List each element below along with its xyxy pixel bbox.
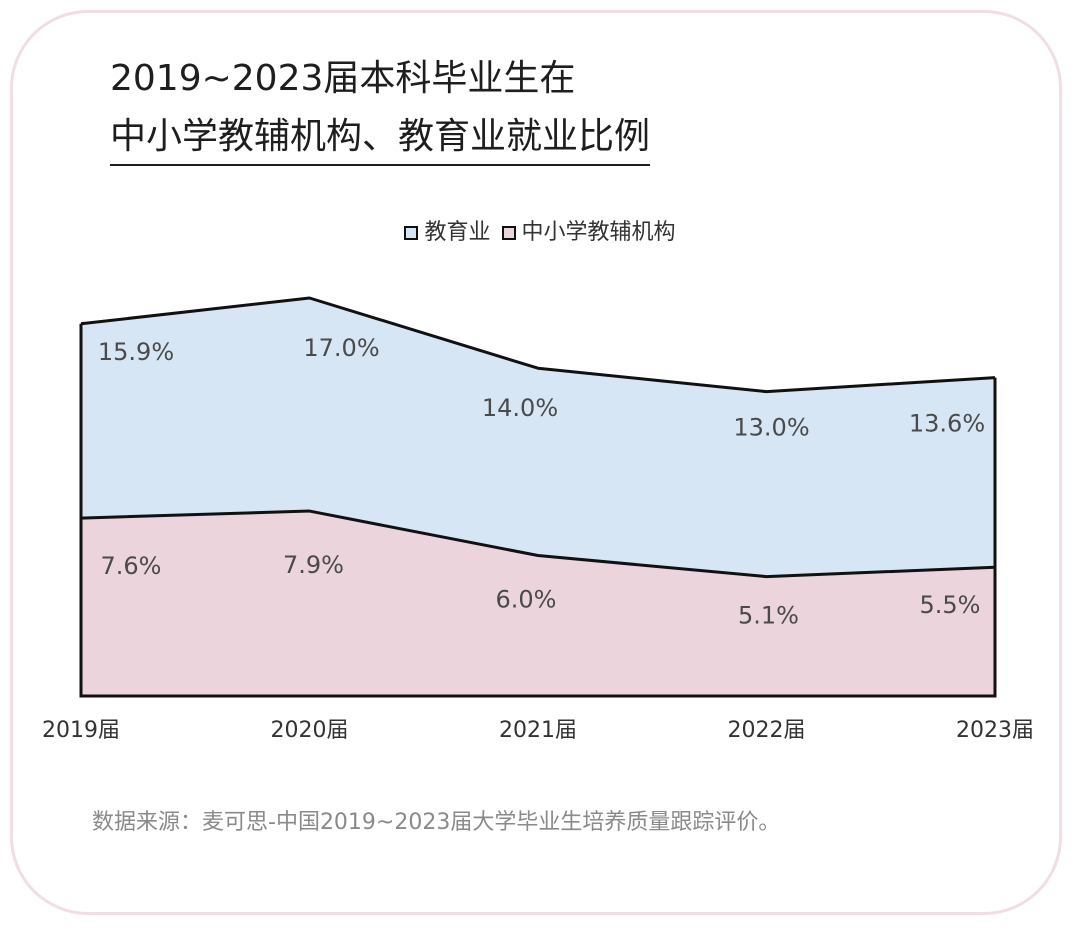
data-label-education-3: 13.0% [733, 414, 809, 442]
data-label-tutoring-4: 5.5% [920, 591, 981, 619]
chart-legend: 教育业 中小学教辅机构 [0, 214, 1080, 246]
data-label-education-2: 14.0% [482, 394, 558, 422]
data-label-tutoring-3: 5.1% [738, 602, 799, 630]
chart-title-line1: 2019~2023届本科毕业生在 [110, 58, 576, 99]
source-note: 数据来源：麦可思-中国2019~2023届大学毕业生培养质量跟踪评价。 [92, 810, 781, 835]
x-tick-label-3: 2022届 [728, 718, 806, 743]
data-label-education-0: 15.9% [98, 338, 174, 366]
line-education [80, 296, 996, 394]
legend-item-tutoring: 中小学教辅机构 [501, 214, 676, 246]
area-tutoring [81, 511, 995, 696]
x-tick-label-4: 2023届 [956, 718, 1034, 743]
chart-title-line2: 中小学教辅机构、教育业就业比例 [110, 112, 651, 166]
data-label-tutoring-2: 6.0% [496, 586, 557, 614]
data-label-education-4: 13.6% [909, 410, 985, 438]
chart-title: 2019~2023届本科毕业生在 中小学教辅机构、教育业就业比例 [110, 50, 651, 166]
data-label-tutoring-0: 7.6% [101, 552, 162, 580]
legend-swatch-education [404, 226, 419, 240]
line-tutoring [80, 509, 996, 579]
legend-label-tutoring: 中小学教辅机构 [521, 220, 676, 245]
x-tick-label-1: 2020届 [271, 718, 349, 743]
legend-swatch-tutoring [501, 226, 516, 240]
legend-item-education: 教育业 [404, 214, 491, 246]
x-tick-label-0: 2019届 [42, 718, 120, 743]
data-label-education-1: 17.0% [303, 334, 379, 362]
data-label-tutoring-1: 7.9% [283, 551, 344, 579]
x-tick-label-2: 2021届 [499, 718, 577, 743]
legend-label-education: 教育业 [424, 220, 491, 245]
